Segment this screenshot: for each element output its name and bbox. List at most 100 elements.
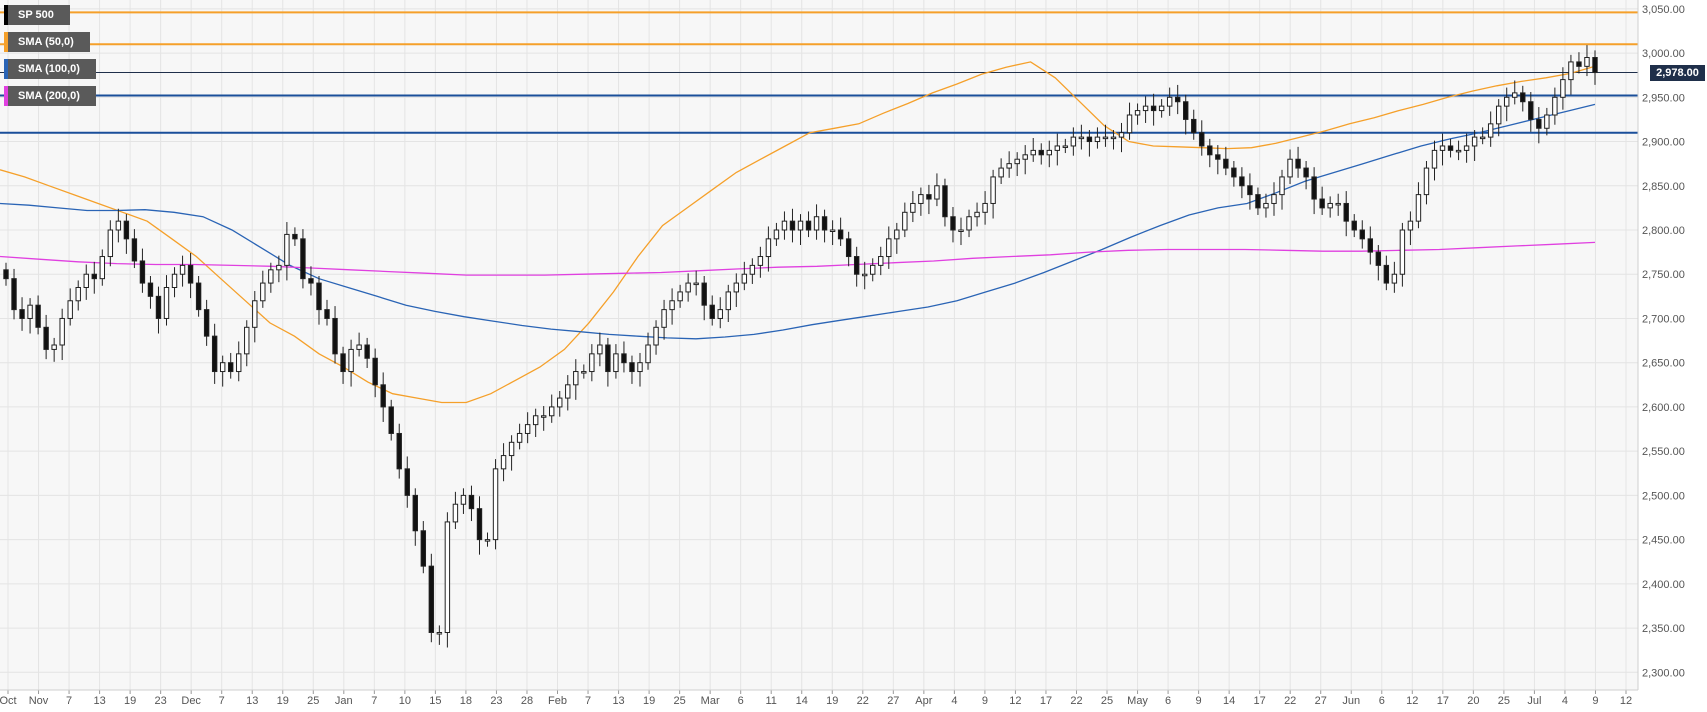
candle (1199, 120, 1205, 156)
candle (709, 295, 715, 326)
candle (1239, 167, 1245, 199)
candle (428, 553, 435, 643)
candle-body-down (1359, 229, 1365, 240)
candle (83, 264, 89, 300)
legend-item-sp500[interactable]: SP 500 (4, 5, 70, 25)
candle-body-down (1247, 185, 1253, 196)
candle-body-down (228, 362, 234, 373)
candle (701, 276, 707, 321)
candle (581, 364, 587, 379)
candle-body-up (1279, 176, 1285, 196)
candle-body-up (1030, 149, 1036, 156)
candle (637, 352, 643, 387)
candle-body-up (500, 455, 507, 470)
candle (1359, 220, 1365, 249)
candle-body-up (1552, 96, 1558, 116)
candle (621, 341, 627, 373)
candle (1046, 140, 1052, 168)
candle-body-up (276, 264, 282, 271)
candle-body-up (51, 344, 57, 350)
candle-body-down (605, 344, 611, 373)
candle-body-down (476, 508, 483, 541)
candle-body-down (789, 220, 796, 231)
x-tick-label: 25 (307, 695, 319, 707)
candle (1528, 92, 1534, 132)
candle-body-up (244, 326, 250, 355)
candle-body-up (1568, 61, 1574, 81)
candle-body-up (1327, 202, 1333, 209)
candle-body-up (581, 371, 587, 374)
grid-x (7, 0, 1627, 694)
candle (252, 291, 258, 343)
candle (1536, 107, 1542, 144)
candle-body-down (1375, 251, 1382, 266)
x-tick-label: 9 (1592, 695, 1598, 707)
candle-body-down (837, 229, 844, 240)
candle (211, 323, 218, 384)
legend-item-sma100[interactable]: SMA (100,0) (4, 59, 96, 79)
candle (894, 222, 900, 254)
x-tick-label: 17 (1437, 695, 1449, 707)
candle-body-up (998, 167, 1004, 178)
candle (589, 344, 595, 382)
candle-body-down (805, 220, 812, 231)
y-tick-label: 2,900.00 (1642, 137, 1685, 149)
candle (982, 191, 988, 225)
candle (1070, 127, 1077, 156)
candle (396, 423, 402, 479)
x-tick-label: Jan (335, 695, 353, 707)
candle-body-up (1479, 136, 1486, 140)
candle-body-up (902, 211, 908, 231)
candle-body-up (436, 632, 443, 635)
x-tick-label: 18 (460, 695, 472, 707)
candle (123, 214, 130, 254)
candle (1367, 226, 1373, 265)
x-tick-label: Oct (0, 695, 17, 707)
candle (131, 229, 138, 269)
candle (468, 485, 475, 522)
candle-body-down (3, 269, 9, 280)
candle (669, 288, 675, 325)
candle-body-up (1110, 136, 1117, 140)
candle (1383, 255, 1390, 291)
x-tick-label: 10 (399, 695, 411, 707)
candle-body-up (1560, 79, 1566, 98)
candle (484, 532, 491, 547)
candle (1078, 124, 1085, 150)
candle-body-up (1415, 194, 1422, 222)
candle-body-up (348, 348, 354, 373)
candle-body-up (1471, 136, 1478, 147)
x-tick-label: 9 (1196, 695, 1202, 707)
x-tick-label: 17 (1040, 695, 1052, 707)
candle-body-down (404, 468, 410, 496)
candle (845, 231, 852, 267)
candle-body-down (412, 494, 418, 532)
x-tick-label: 19 (826, 695, 838, 707)
x-tick-label: 23 (155, 695, 167, 707)
candle (1126, 102, 1133, 140)
legend-item-sma200[interactable]: SMA (200,0) (4, 86, 96, 106)
candle (1247, 173, 1253, 210)
candle-body-up (934, 185, 940, 200)
candle-body-up (268, 269, 274, 284)
candle (565, 375, 571, 411)
x-tick-label: 14 (1223, 695, 1235, 707)
candle-body-up (990, 176, 996, 204)
x-tick-label: 13 (93, 695, 105, 707)
legend-item-sma50[interactable]: SMA (50,0) (4, 32, 90, 52)
candle-body-down (1231, 167, 1237, 178)
candle-body-up (1263, 202, 1269, 209)
candle-body-up (260, 282, 266, 302)
candle-body-down (35, 304, 41, 328)
legend-swatch (4, 59, 8, 79)
candle (203, 299, 210, 346)
candle-body-up (829, 229, 836, 232)
x-tick-label: 4 (1562, 695, 1568, 707)
candle (1568, 54, 1574, 95)
candle-body-up (1439, 145, 1446, 151)
candle (1094, 127, 1101, 149)
candle (1030, 138, 1036, 162)
candle-body-up (1078, 136, 1085, 140)
candle-body-down (821, 216, 828, 231)
